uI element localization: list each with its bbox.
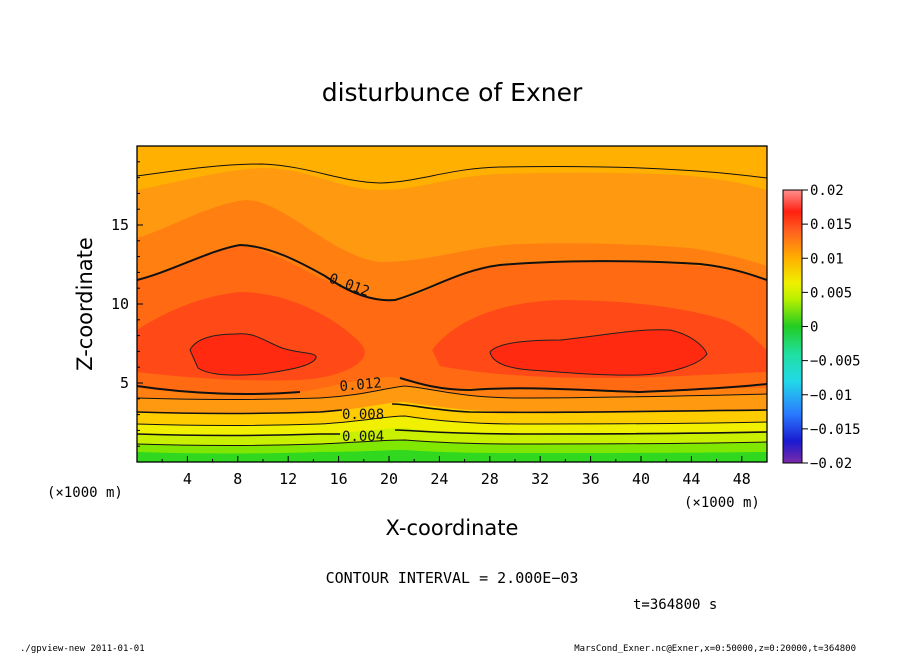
contour-line-008: [137, 403, 767, 415]
colorbar: 0.02 0.015 0.01 0.005 0 −0.005 −0.01 −0.015 −0.0…: [782, 183, 861, 472]
x-tick-label: 4: [183, 470, 192, 488]
contour-label-012-lower: 0.012: [339, 375, 382, 395]
contour-line-012-lower: [137, 377, 767, 395]
band-016-right: [489, 329, 708, 376]
colorbar-label: −0.015: [810, 422, 861, 438]
contour-line-top: [137, 163, 767, 184]
contour-line-006: [137, 415, 767, 426]
colorbar-gradient: [782, 189, 803, 464]
footer-left: ./gpview-new 2011-01-01: [20, 644, 145, 654]
x-axis-label: X-coordinate: [386, 516, 519, 540]
contour-line-010: [137, 385, 767, 400]
colorbar-label: 0: [810, 320, 818, 336]
x-axis: 4 8 12 16 20 24 28 32 36 40 44 48: [161, 456, 751, 488]
band-000: [137, 450, 767, 462]
time-text: t=364800 s: [633, 597, 717, 613]
x-tick-label: 8: [233, 470, 242, 488]
x-tick-label: 32: [531, 470, 549, 488]
colorbar-label: 0.02: [810, 183, 844, 199]
colorbar-label: 0.01: [810, 251, 844, 267]
contour-label-008: 0.008: [342, 407, 384, 423]
x-tick-label: 16: [330, 470, 348, 488]
colorbar-label: 0.005: [810, 285, 852, 301]
x-tick-label: 36: [582, 470, 600, 488]
band-016-left: [189, 333, 317, 376]
footer-right: MarsCond_Exner.nc@Exner,x=0:50000,z=0:20…: [574, 644, 856, 654]
chart-title: disturbunce of Exner: [322, 78, 583, 107]
x-tick-label: 40: [632, 470, 650, 488]
colorbar-label: 0.015: [810, 217, 852, 233]
contour-label-004: 0.004: [342, 429, 384, 445]
colorbar-label: −0.005: [810, 354, 861, 370]
y-tick-label: 15: [111, 216, 129, 234]
x-tick-label: 48: [733, 470, 751, 488]
x-tick-label: 28: [481, 470, 499, 488]
y-axis: 5 10 15: [111, 161, 143, 447]
contour-line-004: [137, 429, 767, 437]
y-tick-label: 10: [111, 295, 129, 313]
x-tick-label: 20: [380, 470, 398, 488]
x-tick-label: 44: [682, 470, 700, 488]
contour-line-002: [137, 439, 767, 446]
contour-line-012-upper: [137, 243, 767, 302]
colorbar-label: −0.01: [810, 388, 852, 404]
x-tick-label: 24: [430, 470, 448, 488]
plot-area: [137, 146, 767, 462]
x-tick-label: 12: [279, 470, 297, 488]
colorbar-label: −0.02: [810, 456, 852, 472]
x-unit-left: (×1000 m): [47, 485, 123, 501]
y-axis-label: Z-coordinate: [73, 237, 97, 371]
x-unit-right: (×1000 m): [684, 495, 760, 511]
y-tick-label: 5: [120, 374, 129, 392]
contour-lines: [137, 163, 767, 446]
contour-interval-text: CONTOUR INTERVAL = 2.000E−03: [326, 569, 579, 587]
